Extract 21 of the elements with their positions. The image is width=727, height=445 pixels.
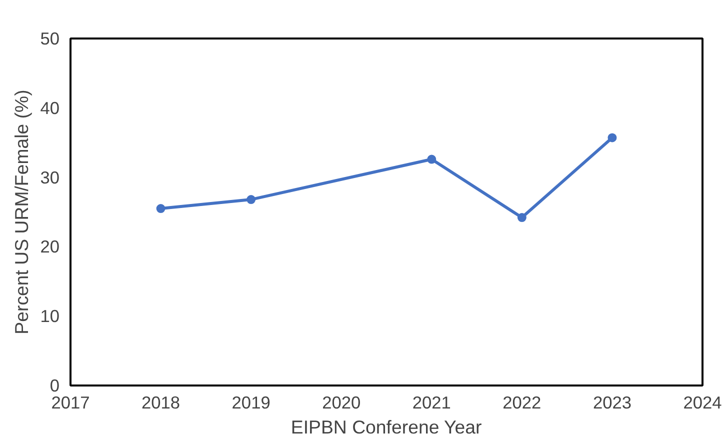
point <box>156 204 166 214</box>
point <box>608 133 617 142</box>
x-tick-label: 2018 <box>142 392 180 412</box>
point <box>517 213 526 222</box>
y-tick-label: 10 <box>40 306 60 326</box>
y-axis-title: Percent US URM/Female (%) <box>11 90 32 334</box>
y-tick-label: 20 <box>40 236 60 257</box>
x-tick-label: 2024 <box>683 392 722 412</box>
x-tick-label: 2019 <box>232 392 270 412</box>
y-tick-label: 40 <box>40 98 60 118</box>
x-tick-label: 2021 <box>412 392 451 412</box>
y-tick-label: 30 <box>40 167 60 188</box>
x-tick-label: 2023 <box>592 392 632 412</box>
x-tick-label: 2022 <box>502 392 542 412</box>
x-tick-label: 2020 <box>322 392 361 412</box>
point <box>427 154 436 164</box>
x-tick-label: 2017 <box>51 392 90 412</box>
y-tick-label: 50 <box>40 28 60 48</box>
x-axis-title: EIPBN Conferene Year <box>290 416 482 438</box>
y-tick-label: 0 <box>50 376 60 396</box>
point <box>246 195 256 204</box>
